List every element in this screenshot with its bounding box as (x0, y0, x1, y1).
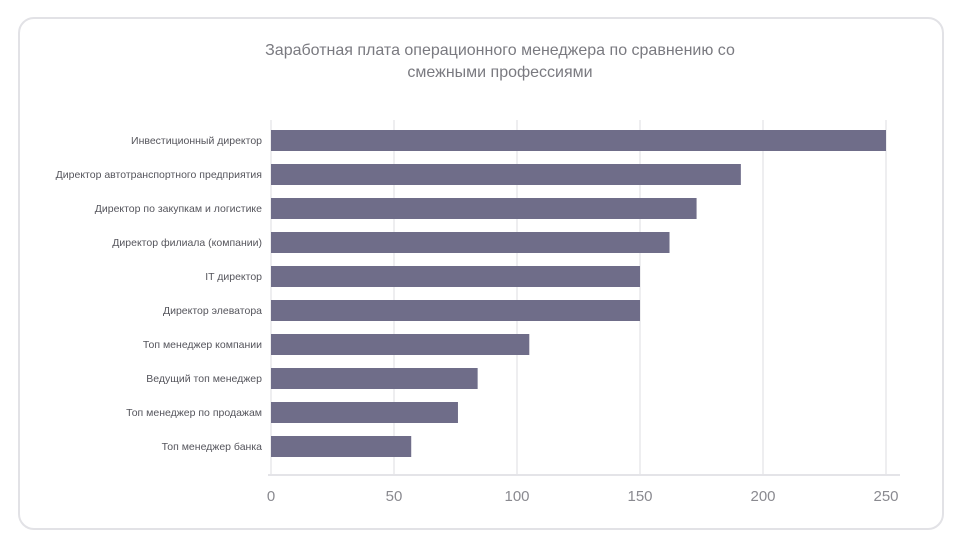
bar (271, 164, 741, 185)
bar (271, 436, 412, 457)
chart-card (18, 17, 944, 530)
bar (271, 368, 478, 389)
category-label: Директор элеватора (163, 305, 262, 317)
chart-title: Заработная плата операционного менеджера… (265, 42, 735, 81)
category-label: IT директор (205, 271, 262, 283)
bar (271, 334, 530, 355)
category-label: Топ менеджер компании (143, 339, 262, 351)
category-label: Директор по закупкам и логистике (95, 203, 262, 215)
x-tick-label: 150 (627, 488, 652, 505)
category-label: Ведущий топ менеджер (146, 373, 262, 385)
x-tick-label: 200 (750, 488, 775, 505)
x-tick-label: 0 (267, 488, 275, 505)
bar (271, 198, 697, 219)
category-label: Директор автотранспортного предприятия (56, 169, 262, 181)
x-tick-label: 50 (386, 488, 403, 505)
category-label: Инвестиционный директор (131, 135, 262, 147)
x-tick-label: 100 (504, 488, 529, 505)
bar (271, 266, 640, 287)
bar (271, 300, 640, 321)
bar (271, 232, 670, 253)
bar (271, 130, 886, 151)
category-label: Директор филиала (компании) (112, 237, 262, 249)
category-label: Топ менеджер по продажам (126, 407, 262, 419)
x-tick-label: 250 (873, 488, 898, 505)
category-label: Топ менеджер банка (162, 441, 262, 453)
bar (271, 402, 458, 423)
